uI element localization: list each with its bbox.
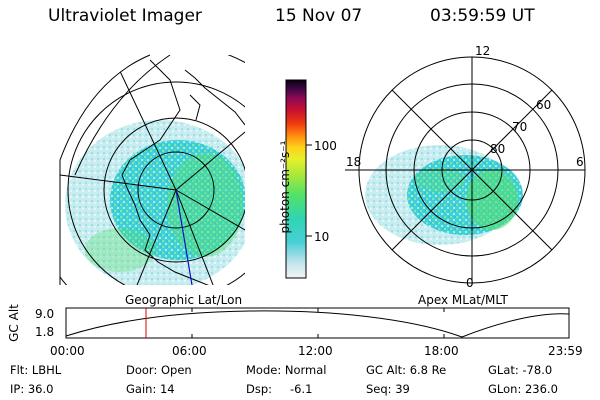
time-tick-1800: 18:00 <box>424 344 459 358</box>
apex-map <box>345 56 586 284</box>
status-seq: Seq: 39 <box>366 382 410 396</box>
geo-satellite-track <box>175 189 193 285</box>
status-dsp-label: Dsp: <box>246 382 273 396</box>
geo-meridian <box>175 131 245 191</box>
status-filter: Flt: LBHL <box>10 363 62 377</box>
lat-label-80: 80 <box>490 142 506 156</box>
status-glat: GLat: -78.0 <box>488 363 553 377</box>
time-tick-0600: 06:00 <box>172 344 207 358</box>
geo-lat-circle <box>103 117 245 263</box>
geo-lat-circle <box>137 151 215 229</box>
altitude-curve <box>65 310 570 338</box>
lat-label-60: 60 <box>536 98 552 112</box>
geo-coastline <box>121 59 216 285</box>
geo-meridian <box>60 174 177 191</box>
colorbar <box>285 79 307 279</box>
geo-meridian <box>175 189 216 285</box>
altitude-ytick-1-8: 1.8 <box>35 325 55 339</box>
mlt-label-top: 12 <box>475 44 491 58</box>
instrument-title: Ultraviolet Imager <box>48 6 202 26</box>
status-gain: Gain: 14 <box>126 382 175 396</box>
time-tick-1200: 12:00 <box>298 344 333 358</box>
lat-label-70: 70 <box>512 120 528 134</box>
status-gc-alt: GC Alt: 6.8 Re <box>366 363 447 377</box>
colorbar-tick-10: 10 <box>314 230 330 244</box>
mlt-label-right: 6 <box>576 155 584 169</box>
geo-meridian <box>134 189 177 285</box>
apex-caption: Apex MLat/MLT <box>418 293 508 307</box>
geo-meridian <box>175 189 245 231</box>
time-label: 03:59:59 UT <box>430 6 535 26</box>
time-tick-0000: 00:00 <box>50 344 85 358</box>
time-tick-2359: 23:59 <box>548 344 583 358</box>
date-label: 15 Nov 07 <box>275 6 363 26</box>
colorbar-tick-100: 100 <box>314 139 337 153</box>
apex-mlt-line <box>391 89 553 251</box>
geo-caption: Geographic Lat/Lon <box>125 293 243 307</box>
geo-meridian <box>109 55 177 191</box>
status-ip: IP: 36.0 <box>10 382 54 396</box>
mlt-label-bottom: 0 <box>466 276 474 290</box>
status-dsp-value: -6.1 <box>290 382 313 396</box>
altitude-ylabel: GC Alt <box>7 304 21 342</box>
apex-aurora-green <box>466 170 518 230</box>
geo-aurora-green-band <box>167 153 243 257</box>
status-door: Door: Open <box>126 363 192 377</box>
geographic-map <box>60 55 245 285</box>
geo-lat-circle <box>67 81 245 285</box>
status-glon: GLon: 236.0 <box>488 382 558 396</box>
colorbar-unit-label: photon cm⁻²s⁻¹ <box>278 140 292 234</box>
altitude-ytick-9: 9.0 <box>35 307 55 321</box>
mlt-label-left: 18 <box>346 155 362 169</box>
status-mode: Mode: Normal <box>246 363 327 377</box>
